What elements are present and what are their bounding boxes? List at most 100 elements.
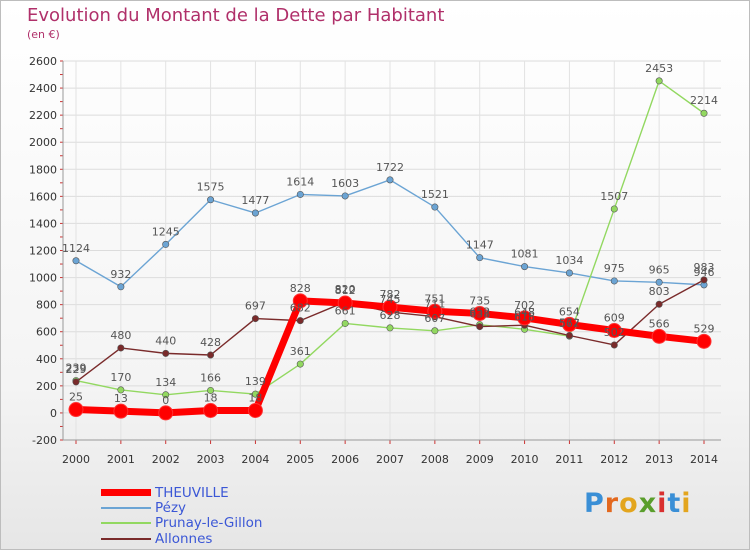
data-label: 567 [559,317,580,330]
data-label: 648 [514,306,535,319]
data-label: 609 [604,311,625,324]
series-lines [68,77,712,421]
data-point [207,386,215,394]
legend-label: Allonnes [155,530,213,547]
data-label: 652 [469,306,490,319]
y-tick-label: 2600 [29,55,57,68]
data-point [68,402,84,418]
data-point [72,257,80,265]
legend-label: Prunay-le-Gillon [155,515,263,532]
data-point [296,317,304,325]
data-label: 18 [204,391,218,404]
proxiti-logo: Proxiti [584,488,692,519]
y-tick-label: 1600 [29,190,57,203]
x-tick-label: 2007 [376,453,404,466]
data-point [162,240,170,248]
legend-item: Pézy [101,499,262,516]
data-point [162,349,170,357]
data-point [382,299,398,315]
data-label: 975 [604,262,625,275]
x-tick-label: 2006 [331,453,359,466]
data-label: 1477 [241,194,269,207]
data-point [476,323,484,331]
grid-lines [63,60,721,441]
data-point [517,310,533,326]
x-tick-label: 2001 [107,453,135,466]
data-label: 529 [694,322,715,335]
y-tick-label: 0 [50,407,57,420]
data-label: 229 [66,363,87,376]
x-tick-label: 2002 [152,453,180,466]
x-tick-label: 2012 [600,453,628,466]
y-tick-label: 600 [36,326,57,339]
data-label: 428 [200,336,221,349]
data-label: 13 [114,392,128,405]
x-tick-label: 2010 [511,453,539,466]
data-point [72,378,80,386]
data-point [700,276,708,284]
data-label: 572 [559,317,580,330]
data-label: 1245 [152,225,180,238]
data-label: 1614 [286,175,314,188]
y-tick-label: 1400 [29,217,57,230]
logo-letter: r [604,488,620,519]
logo-letter: P [584,488,605,519]
data-point [158,405,174,421]
y-tick-label: 2400 [29,82,57,95]
data-point [117,283,125,291]
data-label: 820 [335,283,356,296]
legend-swatch [101,506,151,509]
data-point [203,402,219,418]
data-point [610,277,618,285]
legend-swatch [101,537,151,540]
data-point [251,315,259,323]
data-point [476,254,484,262]
data-point [207,196,215,204]
y-unit-label: (en €) [27,28,60,41]
data-label: 638 [469,308,490,321]
data-point [162,391,170,399]
data-label: 502 [604,326,625,339]
x-tick-label: 2013 [645,453,673,466]
data-label: 170 [110,371,131,384]
x-tick-label: 2000 [62,453,90,466]
data-label: 2453 [645,62,673,75]
data-point [610,341,618,349]
data-point [561,316,577,332]
data-label: 702 [514,299,535,312]
data-label: 1521 [421,188,449,201]
x-tick-label: 2004 [241,453,269,466]
x-tick-label: 2011 [555,453,583,466]
legend-label: Pézy [155,499,187,516]
data-label: 711 [424,298,445,311]
data-point [386,324,394,332]
y-tick-label: 2200 [29,109,57,122]
logo-letter: o [619,488,639,519]
legend-swatch [101,489,151,497]
data-label: 25 [69,391,83,404]
data-point [117,344,125,352]
data-point [431,327,439,335]
data-point [341,192,349,200]
logo-letter: i [657,488,668,519]
data-label: 1034 [555,254,583,267]
data-point [117,386,125,394]
legend-label: THEUVILLE [155,484,229,501]
data-point [427,303,443,319]
x-tick-label: 2014 [690,453,718,466]
x-tick-label: 2008 [421,453,449,466]
data-label: 361 [290,345,311,358]
data-point [113,403,129,419]
y-tick-label: 2000 [29,136,57,149]
data-point [292,293,308,309]
y-tick-label: 1800 [29,163,57,176]
data-label: 2214 [690,94,718,107]
data-label: 812 [335,284,356,297]
data-point [565,332,573,340]
data-label: 983 [694,261,715,274]
legend-item: THEUVILLE [101,484,262,501]
data-point [296,190,304,198]
data-label: 618 [514,310,535,323]
data-label: 682 [290,302,311,315]
